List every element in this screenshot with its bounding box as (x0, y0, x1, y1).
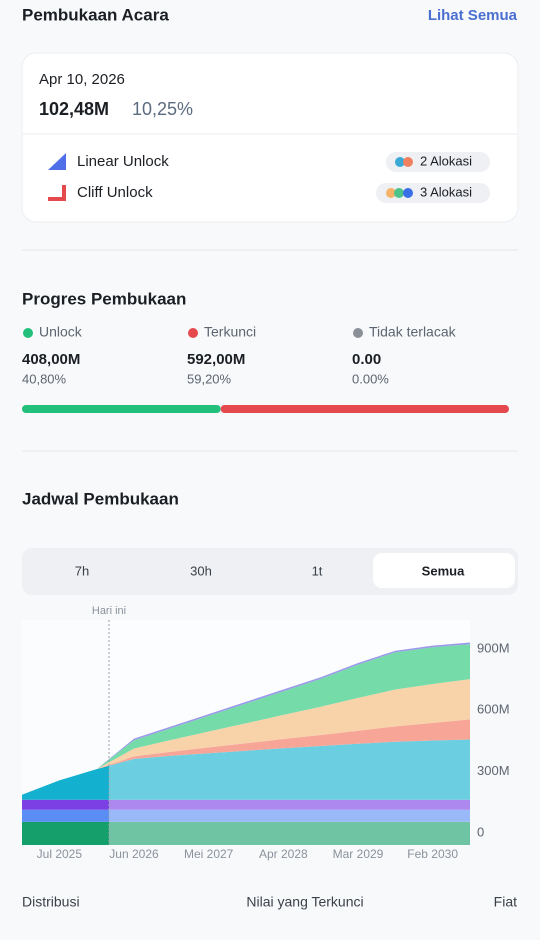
tab-label[interactable]: 7h (75, 563, 89, 578)
y-tick-label: 300M (477, 763, 510, 778)
area (22, 644, 470, 795)
badge-label: 3 Alokasi (420, 184, 472, 199)
area (22, 799, 470, 810)
y-tick-label: 900M (477, 640, 510, 655)
section-title: Jadwal Pembukaan (22, 489, 179, 508)
share: 0.00% (352, 371, 389, 386)
footer-label[interactable]: Fiat (494, 894, 517, 910)
area (22, 679, 470, 795)
share: 40,80% (22, 371, 67, 386)
tabs: 7h 30h 1t Semua (75, 553, 515, 588)
see-all-link[interactable]: Lihat Semua (428, 7, 518, 24)
event-date: Apr 10, 2026 (39, 71, 125, 88)
area (22, 739, 470, 800)
area (22, 719, 470, 795)
unlock-type: Linear Unlock (77, 153, 169, 170)
progress-bar (22, 405, 510, 413)
legend-label: Unlock (39, 324, 83, 340)
badge-label: 2 Alokasi (420, 153, 472, 168)
event-card (21, 52, 519, 223)
tab-label[interactable]: 1t (312, 563, 323, 578)
x-tick-label: Jun 2026 (109, 847, 159, 861)
footer-label[interactable]: Distribusi (22, 894, 80, 910)
legend-dot (353, 328, 363, 338)
legend-dot (188, 328, 198, 338)
tab-selected[interactable] (373, 553, 515, 588)
legend-dot (23, 328, 33, 338)
progress-legend: Unlock 408,00M 40,80% Terkunci 592,00M 59,20%… (22, 324, 457, 387)
area (22, 809, 470, 822)
footer-label[interactable]: Nilai yang Terkunci (246, 894, 363, 910)
tab-label[interactable]: Semua (422, 563, 465, 578)
legend-label: Tidak terlacak (369, 324, 457, 340)
amount: 408,00M (22, 351, 80, 368)
badge-dot (394, 188, 404, 198)
share: 59,20% (187, 371, 232, 386)
event-percent: 10,25% (132, 99, 193, 119)
legend-label: Terkunci (204, 324, 256, 340)
badge-dot (403, 188, 413, 198)
tab-label[interactable]: 30h (190, 563, 212, 578)
area (22, 821, 470, 845)
x-tick-label: Mei 2027 (184, 847, 234, 861)
chart: Hari ini 0 300M 600M 900M Jul 2025 Jun 2026 Mei… (22, 605, 510, 861)
progress-segment (22, 405, 221, 413)
today-label: Hari ini (92, 605, 126, 617)
y-tick-label: 600M (477, 702, 510, 717)
x-tick-label: Jul 2025 (37, 847, 83, 861)
amount: 592,00M (187, 351, 245, 368)
x-tick-label: Feb 2030 (407, 847, 458, 861)
badge[interactable] (386, 152, 490, 172)
linear-icon (48, 153, 66, 170)
x-tick-label: Apr 2028 (259, 847, 308, 861)
amount: 0.00 (352, 351, 381, 368)
badge-dot (386, 188, 396, 198)
badge[interactable] (376, 183, 490, 203)
section-title: Progres Pembukaan (22, 289, 186, 308)
x-tick-label: Mar 2029 (333, 847, 384, 861)
event-amount: 102,48M (39, 99, 109, 119)
progress-segment (220, 405, 510, 413)
badge-dot (403, 157, 413, 167)
y-tick-label: 0 (477, 824, 484, 839)
unlock-type: Cliff Unlock (77, 184, 153, 201)
section-title: Pembukaan Acara (22, 5, 169, 24)
badge-dot (395, 157, 405, 167)
cliff-icon (48, 185, 66, 201)
